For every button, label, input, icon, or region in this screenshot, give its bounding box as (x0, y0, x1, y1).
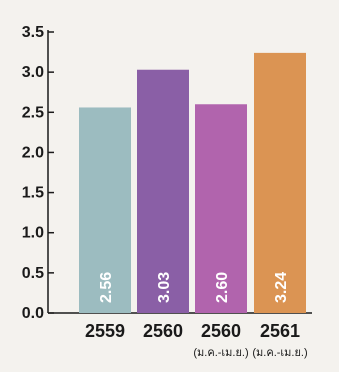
y-tick-label: 3.0 (22, 64, 44, 81)
x-category-sublabel: (ม.ค.-เม.ย.) (193, 347, 248, 359)
x-category-label: 2561 (260, 321, 300, 341)
bar-value-label: 3.24 (273, 272, 290, 303)
bar (137, 69, 189, 313)
y-tick-label: 2.5 (22, 104, 44, 121)
y-tick-label: 1.0 (22, 225, 44, 242)
bar-value-label: 2.60 (214, 272, 231, 303)
y-tick-label: 0.0 (22, 305, 44, 322)
x-category-label: 2559 (85, 321, 125, 341)
x-category-label: 2560 (143, 321, 183, 341)
y-tick-label: 0.5 (22, 265, 44, 282)
bars-layer (79, 52, 306, 314)
x-category-label: 2560 (201, 321, 241, 341)
y-tick-label: 1.5 (22, 185, 44, 202)
y-tick-label: 2.0 (22, 144, 44, 161)
bar-value-label: 2.56 (98, 272, 115, 303)
bar (254, 52, 306, 313)
x-category-sublabel: (ม.ค.-เม.ย.) (252, 347, 307, 359)
bar-value-label: 3.03 (156, 272, 173, 303)
bar (195, 104, 247, 313)
bar (79, 107, 131, 314)
y-tick-label: 3.5 (22, 24, 44, 41)
labels-layer: 2.56 3.03 2.60 3.24 2559 2560 2560 (ม.ค.-เม.ย.)… (85, 272, 308, 359)
